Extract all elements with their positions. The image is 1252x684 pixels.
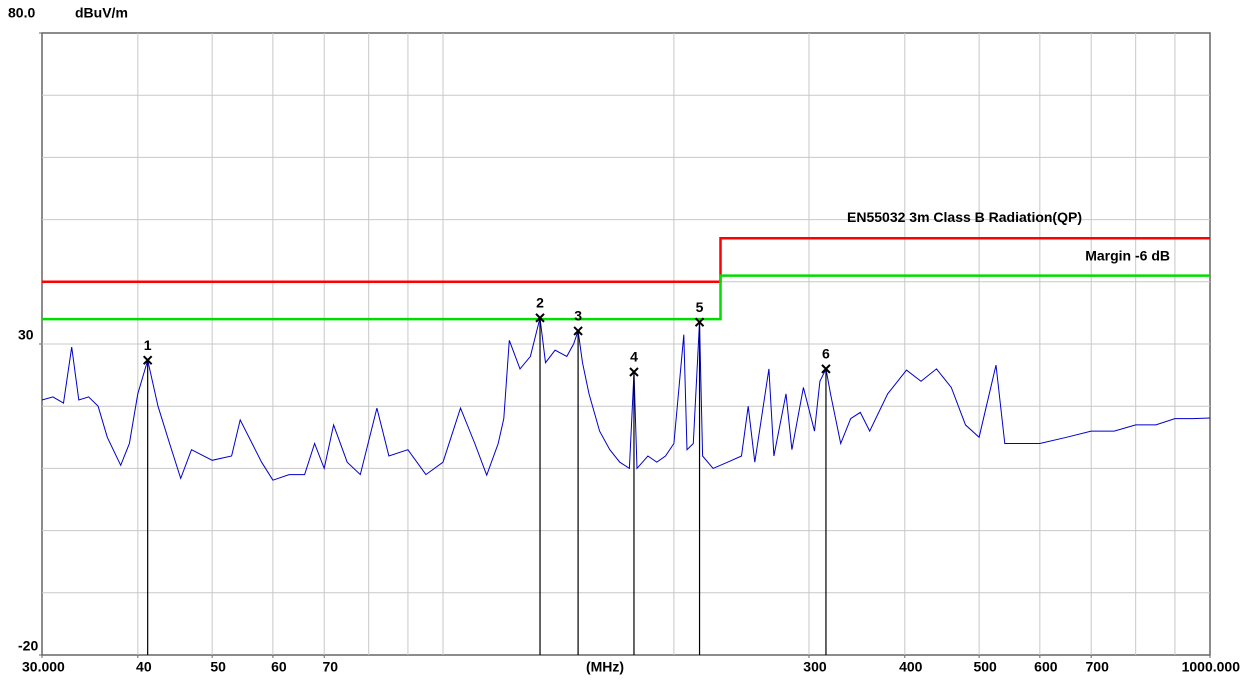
marker-cross (142, 355, 153, 365)
limit-label: EN55032 3m Class B Radiation(QP) (847, 209, 1082, 225)
x-tick-label: 600 (1034, 659, 1058, 675)
x-tick-label: 400 (899, 659, 923, 675)
x-tick-label: 60 (271, 659, 287, 675)
marker-cross (629, 367, 639, 377)
limit-line (42, 274, 1210, 321)
y-tick-label: -20 (18, 638, 38, 654)
marker-label: 4 (630, 349, 638, 365)
marker-cross (535, 313, 545, 323)
x-tick-label: 300 (803, 659, 827, 675)
x-tick-label: 50 (210, 659, 226, 675)
spectrum-trace (41, 317, 1211, 481)
x-tick-label: 30.000 (22, 659, 65, 675)
marker-cross (821, 364, 831, 374)
marker-label: 2 (536, 295, 544, 311)
y-tick-label: 30 (18, 327, 34, 343)
marker-label: 5 (696, 299, 704, 315)
x-tick-label: 700 (1086, 659, 1110, 675)
x-tick-label: 500 (973, 659, 997, 675)
y-tick-label: 80.0 (8, 5, 35, 21)
limit-line (42, 237, 1210, 284)
marker-label: 1 (144, 337, 152, 353)
y-axis-unit: dBuV/m (75, 5, 128, 21)
marker-label: 3 (574, 308, 582, 324)
x-axis-label: (MHz) (586, 659, 624, 675)
marker-label: 6 (822, 346, 830, 362)
x-tick-label: 1000.000 (1182, 659, 1241, 675)
x-tick-label: 70 (322, 659, 338, 675)
marker-cross (573, 326, 583, 336)
x-tick-label: 40 (136, 659, 152, 675)
marker-cross (694, 317, 705, 327)
margin-label: Margin -6 dB (1085, 247, 1170, 263)
